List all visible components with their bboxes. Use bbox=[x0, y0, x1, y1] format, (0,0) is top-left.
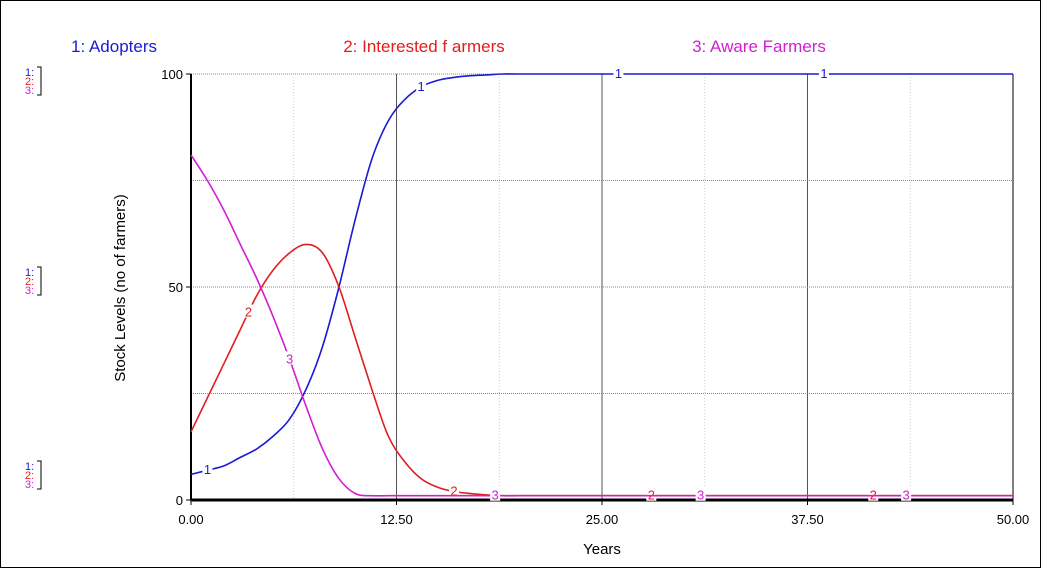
axes bbox=[186, 74, 1013, 505]
legend-entry-3: 3: Aware Farmers bbox=[692, 37, 826, 56]
series-marker-1: 1 bbox=[820, 66, 827, 81]
series-marker-1: 1 bbox=[204, 462, 211, 477]
legend-entry-2: 2: Interested f armers bbox=[343, 37, 505, 56]
legend: 1: Adopters 2: Interested f armers 3: Awar… bbox=[71, 37, 826, 56]
side-scale-label: 3: bbox=[25, 285, 34, 297]
y-tick-label: 50 bbox=[169, 280, 183, 295]
series-marker-2: 2 bbox=[245, 305, 252, 320]
side-scale-bracket bbox=[37, 461, 41, 489]
x-tick-label: 50.00 bbox=[997, 512, 1030, 527]
series-marker-1: 1 bbox=[615, 66, 622, 81]
series-marker-1: 1 bbox=[418, 79, 425, 94]
legend-entry-1: 1: Adopters bbox=[71, 37, 157, 56]
y-axis-label: Stock Levels (no of farmers) bbox=[112, 194, 129, 382]
y-tick-labels: 0 50 100 bbox=[161, 67, 183, 508]
series-marker-3: 3 bbox=[697, 488, 704, 503]
x-tick-label: 12.50 bbox=[380, 512, 413, 527]
x-tick-labels: 0.00 12.50 25.00 37.50 50.00 bbox=[178, 512, 1029, 527]
x-tick-label: 25.00 bbox=[586, 512, 619, 527]
side-scale-label: 3: bbox=[25, 85, 34, 97]
grid bbox=[191, 74, 1013, 500]
side-scale-bracket bbox=[37, 267, 41, 295]
x-tick-label: 0.00 bbox=[178, 512, 203, 527]
series-marker-3: 3 bbox=[492, 488, 499, 503]
side-scale-label: 3: bbox=[25, 479, 34, 491]
side-scale-bracket bbox=[37, 67, 41, 95]
side-scale-labels: 1:2:3:1:2:3:1:2:3: bbox=[25, 67, 41, 491]
y-tick-label: 100 bbox=[161, 67, 183, 82]
y-tick-label: 0 bbox=[176, 493, 183, 508]
x-tick-label: 37.50 bbox=[791, 512, 824, 527]
x-axis-label: Years bbox=[583, 541, 621, 558]
series-marker-3: 3 bbox=[903, 488, 910, 503]
series-marker-3: 3 bbox=[286, 351, 293, 366]
